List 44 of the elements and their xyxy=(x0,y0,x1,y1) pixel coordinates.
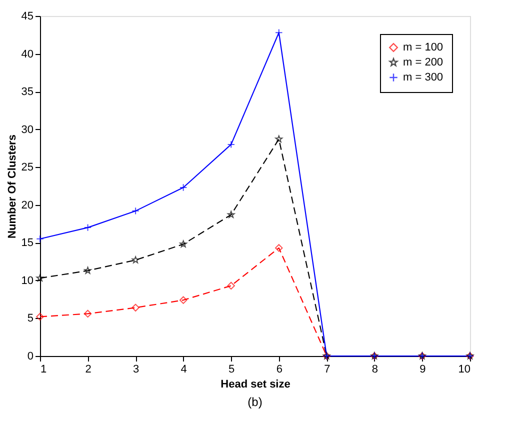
point xyxy=(180,240,188,248)
y-tick-label: 25 xyxy=(21,162,34,174)
point xyxy=(275,135,283,142)
point xyxy=(132,256,140,264)
point xyxy=(36,274,44,282)
x-tick-label: 10 xyxy=(458,364,470,376)
x-tick-label: 8 xyxy=(372,364,378,376)
point xyxy=(84,310,92,318)
x-tick-label: 7 xyxy=(324,364,330,376)
y-tick-label: 30 xyxy=(21,124,34,136)
y-tick-label: 20 xyxy=(21,199,34,212)
y-axis-title: Number Of Clusters xyxy=(6,134,18,238)
y-tick-label: 45 xyxy=(21,10,34,22)
x-tick-label: 5 xyxy=(228,364,235,376)
text: (b) xyxy=(248,395,262,409)
y-tick-label: 10 xyxy=(21,274,34,287)
x-axis-title: Head set size xyxy=(220,378,290,390)
x-tick-label: 4 xyxy=(180,364,187,376)
y-tick-label: 5 xyxy=(27,312,34,325)
point xyxy=(227,210,235,218)
point xyxy=(36,312,44,321)
point xyxy=(84,224,92,232)
y-tick-label: 15 xyxy=(21,237,34,250)
y-tick-label: 0 xyxy=(27,350,34,362)
x-tick-label: 6 xyxy=(276,364,282,376)
point xyxy=(36,235,44,243)
x-tick-label: 1 xyxy=(40,364,47,376)
point xyxy=(179,296,188,304)
point xyxy=(275,244,283,252)
point xyxy=(227,140,235,148)
y-tick-label: 40 xyxy=(21,48,34,60)
point xyxy=(179,184,188,192)
x-tick-label: 9 xyxy=(420,364,426,376)
legend-label: m = 200 xyxy=(403,56,444,68)
y-tick-label: 35 xyxy=(21,86,34,98)
legend-label: m = 300 xyxy=(403,72,444,84)
point xyxy=(275,28,283,36)
point xyxy=(227,282,235,290)
x-tick-label: 2 xyxy=(85,364,92,376)
x-tick-label: 3 xyxy=(132,364,140,376)
point xyxy=(84,266,92,274)
point xyxy=(132,304,140,312)
point xyxy=(132,207,140,215)
legend-label: m = 100 xyxy=(403,42,444,54)
